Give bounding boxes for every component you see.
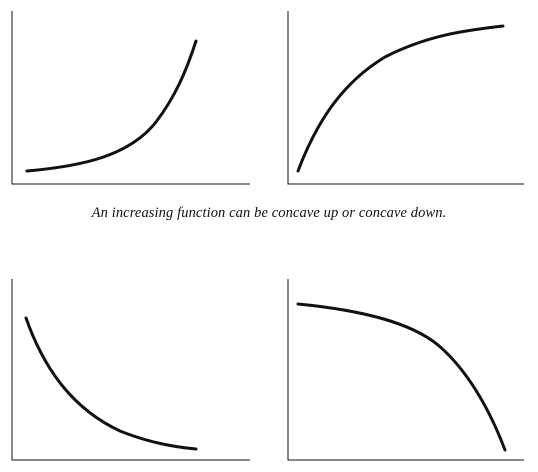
figure-caption: An increasing function can be concave up… bbox=[91, 205, 447, 221]
panel-decreasing-concave-down bbox=[287, 279, 524, 461]
panel-decreasing-concave-up bbox=[11, 279, 250, 461]
panel-3-axes bbox=[11, 279, 250, 461]
panel-increasing-concave-up bbox=[11, 11, 250, 185]
panel-increasing-concave-down bbox=[287, 11, 524, 185]
panel-4-axes bbox=[287, 279, 524, 461]
panel-1-curve bbox=[25, 39, 198, 173]
panel-2-curve bbox=[296, 24, 505, 173]
panel-3-curve bbox=[24, 316, 198, 451]
panel-4-curve bbox=[296, 302, 507, 452]
panel-2-axes bbox=[287, 11, 524, 185]
panel-1-axes bbox=[11, 11, 250, 185]
